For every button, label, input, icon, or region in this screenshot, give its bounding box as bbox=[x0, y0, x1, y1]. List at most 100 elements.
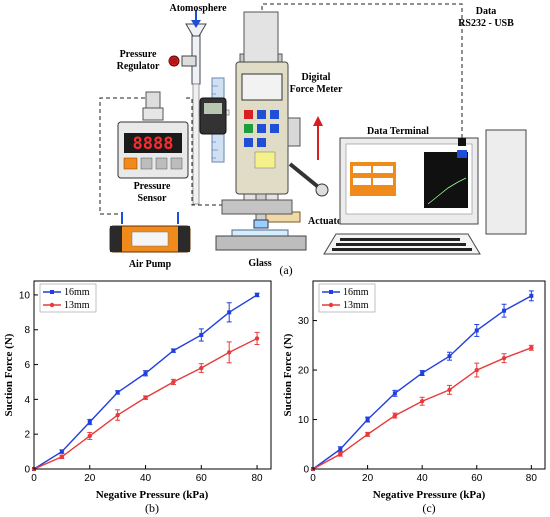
stand-foot bbox=[215, 235, 307, 251]
chart-b-ytick-label: 10 bbox=[19, 290, 31, 301]
chart-c-xtick-label: 0 bbox=[310, 473, 316, 484]
chart-c-series-line-13mm bbox=[312, 347, 532, 470]
chart-b-caption: (b) bbox=[145, 501, 159, 515]
meter-key-yellow bbox=[254, 151, 276, 169]
chart-c-point-13mm bbox=[338, 451, 343, 457]
chart-b-point-16mm bbox=[87, 420, 92, 424]
chart-b-point-16mm bbox=[115, 390, 120, 395]
chart-b-legend-marker-13mm bbox=[49, 302, 55, 308]
pressure-sensor-label-2: Sensor bbox=[138, 193, 167, 204]
chart-c-point-16mm bbox=[338, 447, 343, 452]
digital-force-meter-label-1: Digital bbox=[302, 72, 331, 83]
software-field-2 bbox=[373, 166, 393, 173]
chart-c-plot-frame bbox=[312, 280, 546, 470]
meter-key-blue-2 bbox=[270, 110, 279, 119]
chart-c-point-16mm bbox=[529, 293, 534, 298]
sensor-loop-line-right bbox=[186, 97, 228, 206]
data-terminal-label: Data Terminal bbox=[367, 126, 429, 137]
chart-b-point-16mm bbox=[227, 310, 232, 315]
handle-knob-icon bbox=[315, 183, 329, 197]
chart-c-xtick-label: 20 bbox=[362, 473, 374, 484]
chart-b-series-line-13mm bbox=[33, 337, 258, 470]
pressure-regulator-label-2: Regulator bbox=[117, 61, 160, 72]
meter-key-blue-1 bbox=[257, 110, 266, 119]
chart-b-points bbox=[31, 292, 260, 472]
meter-key-blue-5 bbox=[244, 138, 253, 147]
chart-b-point-13mm bbox=[254, 336, 260, 341]
sensor-fitting-neck bbox=[142, 107, 164, 121]
chart-b: 0 20 40 60 80 0 2 4 6 8 10 16mm 13mm Negative Pres… bbox=[3, 280, 272, 515]
side-clamp bbox=[287, 117, 301, 147]
upward-arrowhead-icon bbox=[313, 116, 323, 126]
chart-b-legend-label-13mm: 13mm bbox=[64, 300, 90, 311]
chart-c-point-16mm bbox=[502, 308, 507, 313]
software-plot-area bbox=[424, 152, 468, 208]
software-field-3 bbox=[353, 178, 371, 185]
chart-c-point-13mm bbox=[419, 399, 425, 404]
chart-b-point-13mm bbox=[199, 365, 204, 371]
atmosphere-inlet bbox=[168, 10, 230, 205]
data-terminal bbox=[323, 129, 527, 255]
chart-b-xtick-label: 40 bbox=[140, 473, 152, 484]
chart-c-caption: (c) bbox=[422, 501, 435, 515]
chart-b-plot-frame bbox=[33, 280, 272, 470]
apparatus-diagram: Atomosphere Pressure Regulator 8888 Pres… bbox=[99, 3, 527, 277]
handle-arm bbox=[288, 162, 324, 192]
pressure-sensor-device: 8888 bbox=[117, 91, 189, 179]
chart-b-series-line-16mm bbox=[33, 294, 258, 470]
force-meter-stand bbox=[199, 11, 329, 251]
chart-c-ytick-label: 30 bbox=[298, 316, 310, 327]
sensor-button-orange bbox=[123, 157, 138, 170]
chart-c-xtick-label: 80 bbox=[526, 473, 538, 484]
chart-c-legend-label-13mm: 13mm bbox=[343, 300, 369, 311]
chart-b-xtick-label: 0 bbox=[31, 473, 37, 484]
usb-connector-icon bbox=[458, 138, 466, 146]
chart-c-point-13mm bbox=[501, 355, 507, 361]
chart-b-point-16mm bbox=[199, 332, 204, 337]
chart-b-xtick-label: 60 bbox=[196, 473, 208, 484]
chart-c-point-16mm bbox=[365, 417, 370, 422]
sensor-loop-line bbox=[99, 97, 152, 215]
suction-cup bbox=[253, 219, 269, 229]
pump-cap-left bbox=[110, 226, 122, 252]
data-label-1: Data bbox=[476, 6, 497, 17]
chart-c-lines bbox=[312, 295, 532, 470]
meter-key-red bbox=[244, 110, 253, 119]
vertical-tube bbox=[192, 83, 200, 205]
meter-key-blue-4 bbox=[270, 124, 279, 133]
chart-b-point-13mm bbox=[171, 379, 176, 385]
chart-c-legend-box bbox=[318, 283, 376, 313]
stand-base-plate bbox=[221, 199, 293, 215]
chart-c-ylabel: Suction Force (N) bbox=[282, 333, 294, 416]
chart-b-ylabel: Suction Force (N) bbox=[3, 333, 15, 416]
sensor-display bbox=[124, 133, 182, 153]
chart-c-point-16mm bbox=[392, 391, 397, 396]
pump-cap-right bbox=[178, 226, 190, 252]
chart-c-errorbars bbox=[337, 290, 534, 457]
chart-b-point-16mm bbox=[59, 449, 64, 454]
software-field-1 bbox=[353, 166, 371, 173]
pressure-sensor-label-1: Pressure bbox=[134, 181, 171, 192]
inlet-funnel bbox=[185, 23, 207, 37]
meter-key-green bbox=[244, 124, 253, 133]
chart-b-ytick-label: 4 bbox=[24, 395, 30, 406]
pc-tower bbox=[485, 129, 527, 235]
atmosphere-label: Atomosphere bbox=[169, 3, 227, 14]
chart-c: 0 20 40 60 80 0 10 20 30 16mm 13mm Negative Pres… bbox=[282, 280, 546, 515]
caption-a: (a) bbox=[279, 263, 292, 277]
chart-c-xtick-label: 40 bbox=[417, 473, 429, 484]
chart-c-legend-label-16mm: 16mm bbox=[343, 287, 369, 298]
chart-c-point-13mm bbox=[447, 387, 452, 393]
actuator-label: Actuator bbox=[308, 216, 347, 227]
meter-key-blue-6 bbox=[257, 138, 266, 147]
chart-c-legend-marker-16mm bbox=[329, 290, 333, 294]
chart-b-point-13mm bbox=[87, 433, 92, 439]
usb-connector-blue bbox=[457, 150, 467, 158]
digital-force-meter-label-2: Force Meter bbox=[290, 84, 343, 95]
chart-c-point-13mm bbox=[365, 432, 370, 437]
chart-b-ytick-label: 0 bbox=[24, 465, 30, 476]
chart-c-xlabel: Negative Pressure (kPa) bbox=[373, 489, 486, 501]
chart-c-ytick-label: 10 bbox=[298, 415, 310, 426]
pressure-regulator-label-1: Pressure bbox=[120, 49, 157, 60]
regulator-stem bbox=[169, 58, 177, 64]
